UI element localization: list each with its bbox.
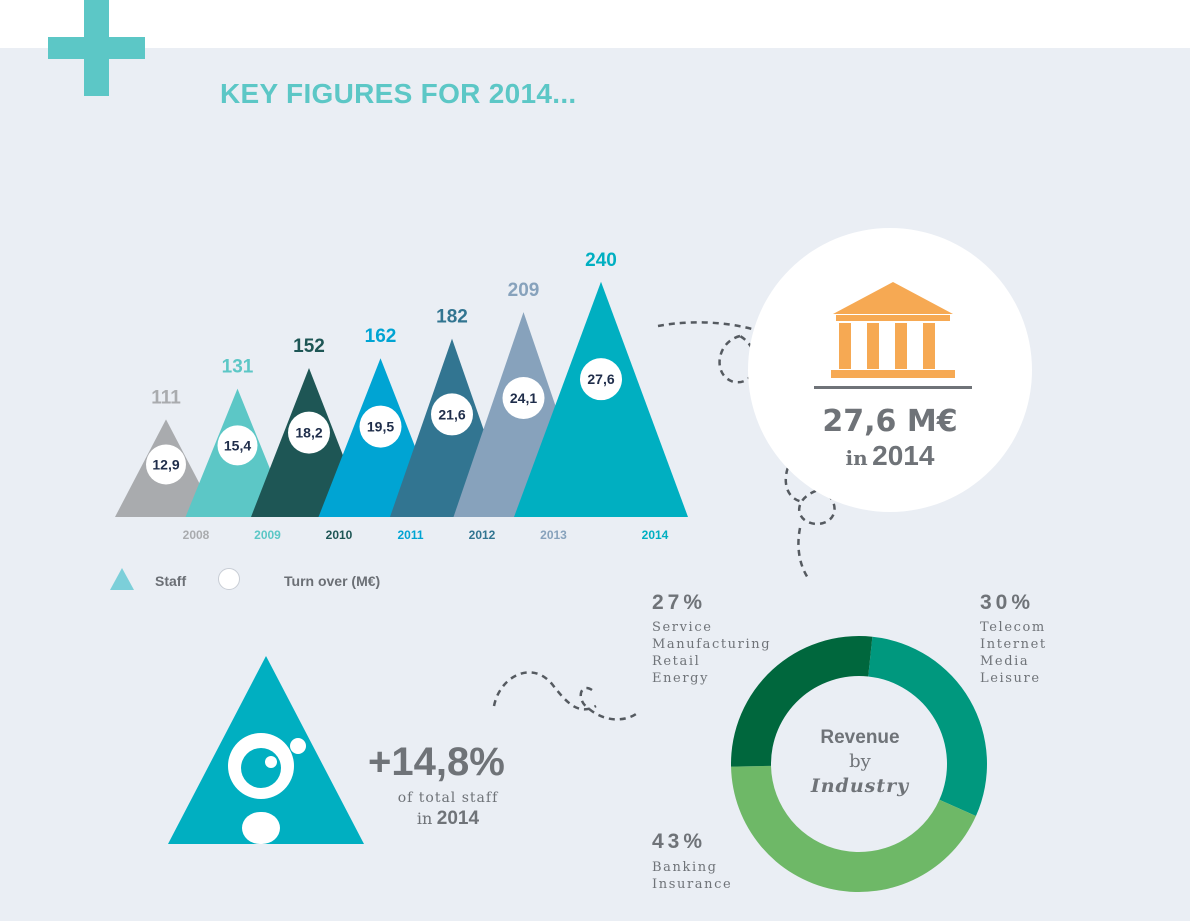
turnover-value-label: 18,2	[295, 425, 322, 441]
staff-growth-value: +14,8%	[368, 740, 505, 784]
dashed-swirl	[784, 457, 805, 504]
dashed-swirl	[492, 671, 637, 721]
donut-title-line: by	[849, 751, 871, 772]
staff-value-label: 111	[151, 387, 181, 408]
turnover-value-label: 21,6	[438, 406, 465, 422]
turnover-year-line: in 2014	[748, 440, 1032, 472]
staff-growth-year: 2014	[436, 808, 480, 829]
slice-item: Retail	[652, 654, 701, 669]
donut-slice-27	[731, 635, 873, 767]
legend-turnover-label: Turn over (M€)	[284, 573, 381, 589]
turnover-circle	[359, 405, 402, 448]
legend-staff-marker	[110, 568, 134, 590]
slice-label-43: 43%	[652, 830, 707, 853]
slice-items-43: Banking Insurance	[652, 859, 732, 893]
person-icon	[228, 733, 306, 844]
turnover-circle	[288, 411, 330, 454]
dashed-loop	[797, 488, 836, 579]
turnover-circle	[217, 425, 258, 466]
slice-item: Insurance	[652, 877, 733, 892]
turnover-value-label: 24,1	[510, 390, 537, 406]
staff-value-label: 240	[585, 250, 617, 271]
turnover-prefix: in	[845, 446, 868, 470]
staff-value-label: 209	[508, 280, 540, 301]
staff-value-label: 162	[365, 326, 397, 347]
year-tick-label: 2010	[326, 528, 353, 542]
staff-growth-caption: of total staff	[397, 790, 499, 806]
turnover-circle	[146, 444, 186, 485]
donut-center-title: Revenue by Industry	[792, 726, 928, 798]
staff-growth-year-line: in 2014	[370, 808, 526, 830]
staff-value-label: 152	[293, 336, 325, 357]
slice-item: Banking	[652, 860, 718, 875]
staff-turnover-chart: 111 12,9 2008 131 15,4 2009 152 18,2 2010 162 19,5…	[115, 250, 688, 542]
donut-title-line: Revenue	[820, 727, 900, 748]
year-tick-label: 2014	[642, 528, 669, 542]
slice-item: Internet	[980, 637, 1047, 652]
slice-item: Energy	[652, 671, 710, 686]
bank-building-icon	[814, 282, 972, 389]
staff-value-label: 131	[222, 357, 254, 378]
turnover-value-label: 19,5	[367, 419, 394, 435]
legend-turnover-marker	[218, 568, 240, 590]
slice-item: Manufacturing	[652, 637, 772, 652]
turnover-value-label: 12,9	[152, 456, 179, 472]
slice-item: Telecom	[980, 620, 1046, 635]
turnover-year: 2014	[872, 440, 935, 471]
plus-icon-bar	[48, 37, 145, 59]
turnover-value-label: 27,6	[587, 371, 614, 387]
revenue-donut-chart	[731, 635, 987, 893]
legend-staff-label: Staff	[155, 573, 187, 589]
slice-items-30: Telecom Internet Media Leisure	[980, 619, 1047, 687]
turnover-circle	[580, 358, 622, 401]
dashed-swirl	[657, 321, 799, 352]
staff-growth-prefix: in	[416, 809, 433, 828]
donut-slice-43	[731, 765, 976, 893]
year-tick-label: 2011	[397, 528, 423, 542]
turnover-amount: 27,6 M€	[822, 404, 958, 439]
donut-slice-30	[868, 636, 987, 817]
page-title: KEY FIGURES FOR 2014...	[220, 78, 577, 109]
staff-value-label: 182	[436, 307, 468, 328]
slice-label-27: 27%	[652, 591, 707, 614]
turnover-circle	[502, 377, 545, 420]
turnover-circle	[431, 393, 473, 436]
slice-label-30: 30%	[980, 591, 1035, 614]
year-tick-label: 2009	[254, 528, 281, 542]
slice-items-27: Service Manufacturing Retail Energy	[652, 619, 771, 687]
slice-item: Service	[652, 620, 713, 635]
year-tick-label: 2013	[540, 528, 567, 542]
donut-title-line: Industry	[810, 775, 910, 797]
year-tick-label: 2012	[469, 528, 496, 542]
year-tick-label: 2008	[183, 528, 210, 542]
slice-item: Media	[980, 654, 1030, 669]
slice-item: Leisure	[980, 671, 1041, 686]
turnover-value-label: 15,4	[224, 437, 251, 453]
